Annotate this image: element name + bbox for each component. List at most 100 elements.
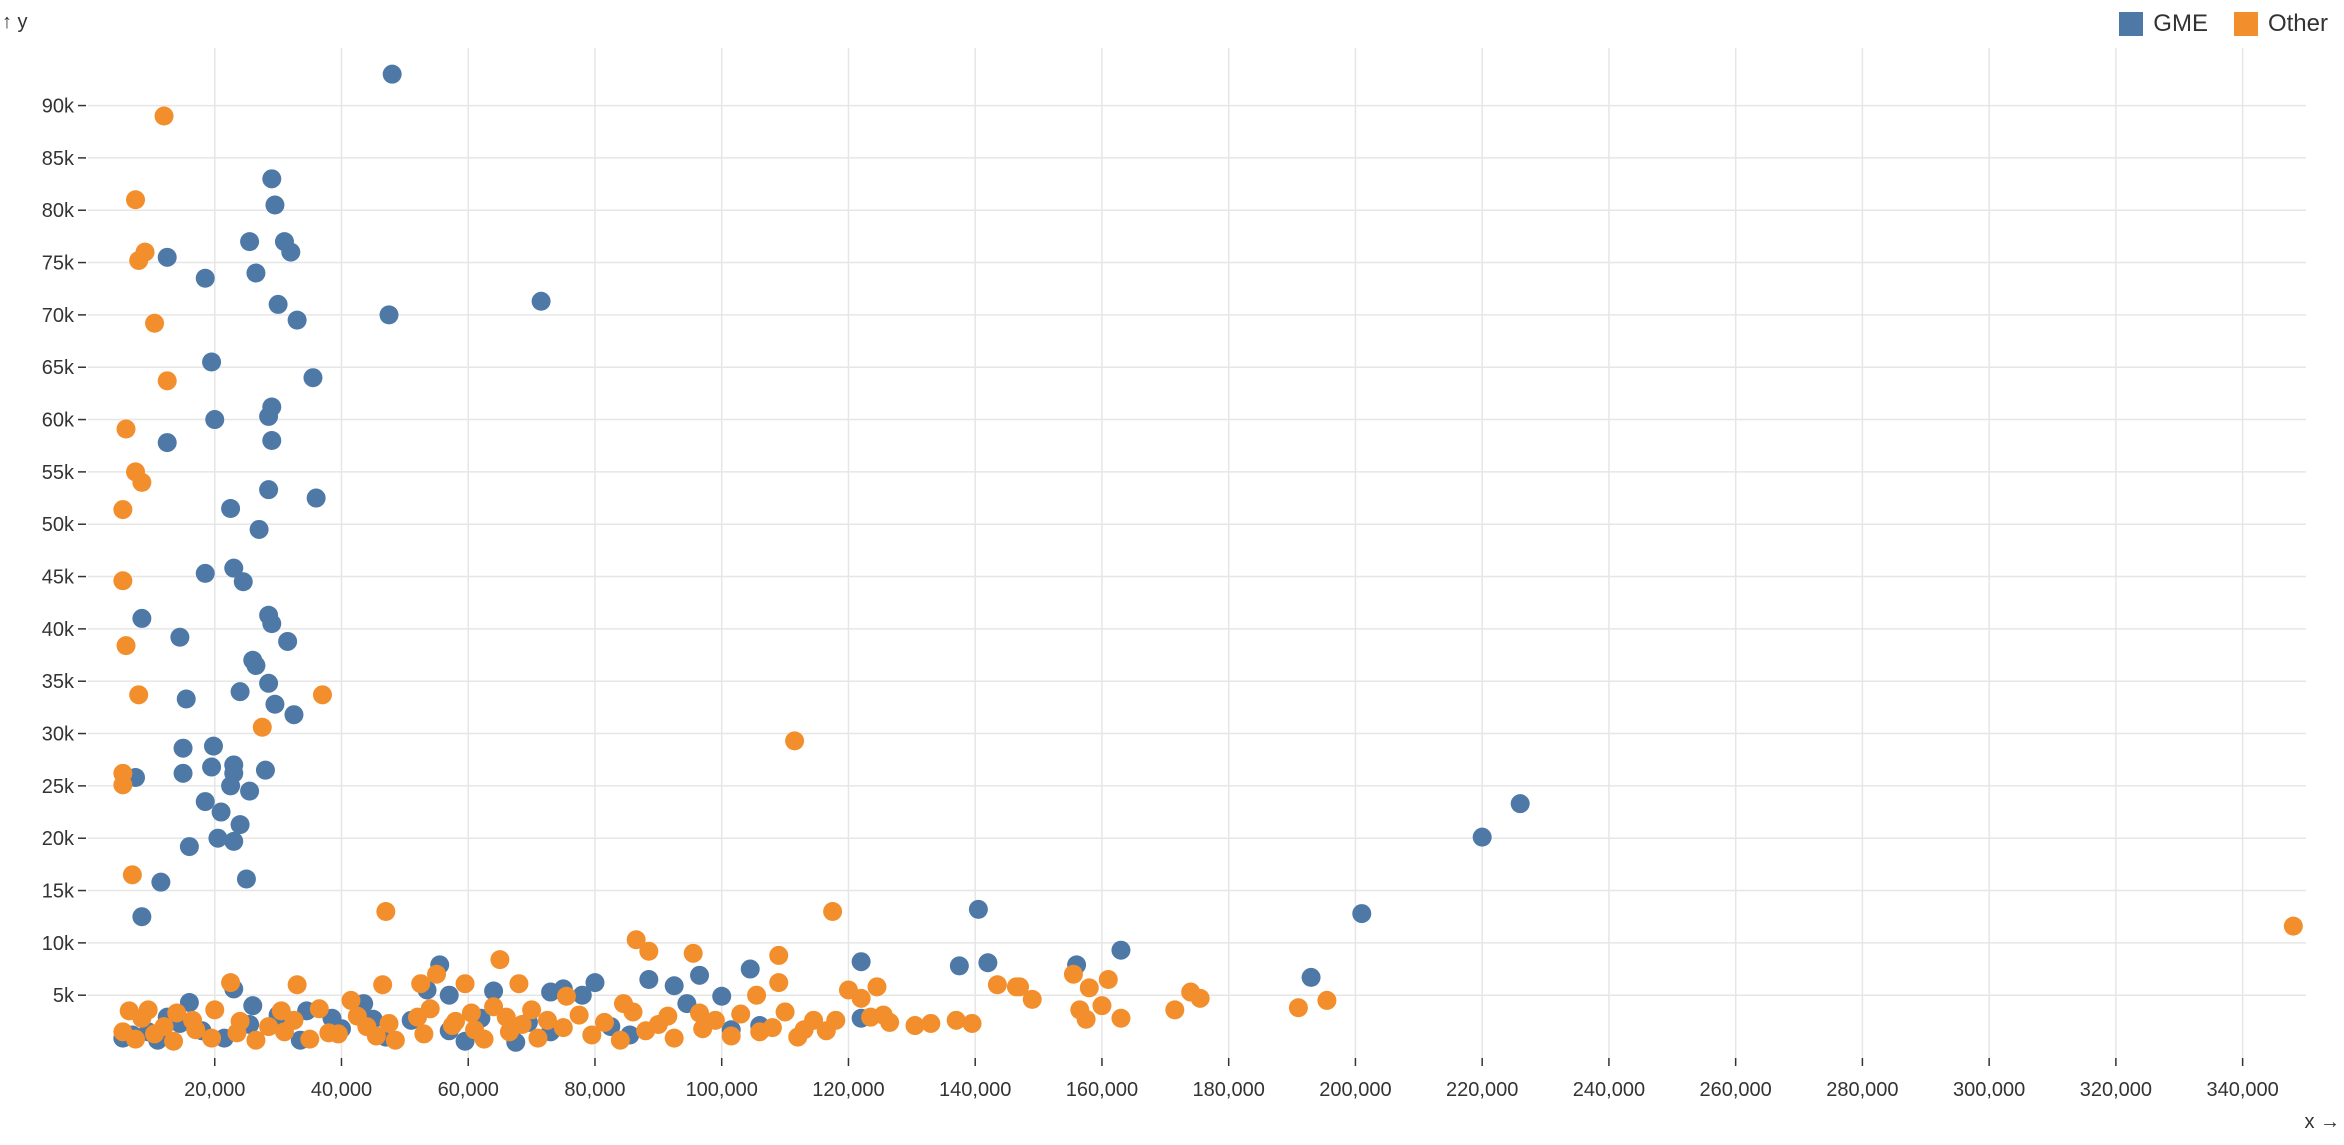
data-point-gme[interactable]	[531, 291, 551, 311]
data-point-gme[interactable]	[262, 169, 282, 189]
data-point-other[interactable]	[528, 1028, 548, 1048]
data-point-other[interactable]	[522, 1000, 542, 1020]
data-point-other[interactable]	[379, 1013, 399, 1033]
data-point-other[interactable]	[490, 950, 510, 970]
data-point-other[interactable]	[946, 1010, 966, 1030]
data-point-other[interactable]	[1165, 1000, 1185, 1020]
data-point-other[interactable]	[385, 1030, 405, 1050]
data-point-gme[interactable]	[259, 673, 279, 693]
data-point-other[interactable]	[221, 973, 241, 993]
data-point-gme[interactable]	[949, 956, 969, 976]
data-point-gme[interactable]	[1301, 967, 1321, 987]
data-point-gme[interactable]	[259, 406, 279, 426]
data-point-other[interactable]	[1111, 1008, 1131, 1028]
data-point-gme[interactable]	[978, 953, 998, 973]
data-point-other[interactable]	[1317, 990, 1337, 1010]
data-point-other[interactable]	[905, 1016, 925, 1036]
data-point-other[interactable]	[1079, 978, 1099, 998]
data-point-other[interactable]	[132, 1008, 152, 1028]
data-point-gme[interactable]	[243, 996, 263, 1016]
data-point-other[interactable]	[769, 945, 789, 965]
data-point-gme[interactable]	[179, 993, 199, 1013]
data-point-other[interactable]	[116, 636, 136, 656]
data-point-gme[interactable]	[157, 247, 177, 267]
data-point-gme[interactable]	[230, 682, 250, 702]
data-point-other[interactable]	[2283, 916, 2303, 936]
data-point-gme[interactable]	[240, 232, 260, 252]
data-point-gme[interactable]	[132, 608, 152, 628]
data-point-gme[interactable]	[132, 907, 152, 927]
data-point-other[interactable]	[1288, 998, 1308, 1018]
data-point-other[interactable]	[259, 1017, 279, 1037]
data-point-gme[interactable]	[284, 705, 304, 725]
data-point-other[interactable]	[816, 1021, 836, 1041]
data-point-other[interactable]	[693, 1019, 713, 1039]
data-point-gme[interactable]	[740, 959, 760, 979]
data-point-other[interactable]	[747, 985, 767, 1005]
data-point-other[interactable]	[287, 975, 307, 995]
data-point-other[interactable]	[154, 106, 174, 126]
data-point-other[interactable]	[154, 1017, 174, 1037]
data-point-gme[interactable]	[484, 981, 504, 1001]
data-point-other[interactable]	[366, 1026, 386, 1046]
data-point-gme[interactable]	[179, 837, 199, 857]
data-point-other[interactable]	[1063, 964, 1083, 984]
data-point-gme[interactable]	[221, 776, 241, 796]
data-point-other[interactable]	[145, 313, 165, 333]
data-point-other[interactable]	[164, 1031, 184, 1051]
data-point-other[interactable]	[823, 901, 843, 921]
data-point-gme[interactable]	[585, 973, 605, 993]
data-point-other[interactable]	[122, 865, 142, 885]
data-point-other[interactable]	[636, 1021, 656, 1041]
data-point-gme[interactable]	[246, 263, 266, 283]
data-point-other[interactable]	[623, 1002, 643, 1022]
data-point-other[interactable]	[113, 775, 133, 795]
data-point-other[interactable]	[804, 1010, 824, 1030]
data-point-other[interactable]	[484, 997, 504, 1017]
data-point-gme[interactable]	[195, 792, 215, 812]
data-point-other[interactable]	[116, 419, 136, 439]
data-point-other[interactable]	[183, 1010, 203, 1030]
data-point-gme[interactable]	[246, 656, 266, 676]
data-point-other[interactable]	[921, 1013, 941, 1033]
data-point-gme[interactable]	[1111, 940, 1131, 960]
data-point-gme[interactable]	[1510, 794, 1530, 814]
data-point-gme[interactable]	[202, 757, 222, 777]
data-point-gme[interactable]	[439, 985, 459, 1005]
data-point-gme[interactable]	[170, 627, 190, 647]
data-point-other[interactable]	[1190, 988, 1210, 1008]
data-point-other[interactable]	[205, 1000, 225, 1020]
data-point-other[interactable]	[284, 1010, 304, 1030]
data-point-other[interactable]	[167, 1003, 187, 1023]
data-point-gme[interactable]	[262, 614, 282, 634]
data-point-other[interactable]	[987, 975, 1007, 995]
data-point-other[interactable]	[851, 988, 871, 1008]
data-point-gme[interactable]	[236, 869, 256, 889]
data-point-gme[interactable]	[306, 488, 326, 508]
data-point-other[interactable]	[126, 1029, 146, 1049]
data-point-other[interactable]	[202, 1028, 222, 1048]
data-point-other[interactable]	[246, 1030, 266, 1050]
data-point-other[interactable]	[569, 1005, 589, 1025]
data-point-other[interactable]	[775, 1002, 795, 1022]
data-point-other[interactable]	[537, 1010, 557, 1030]
data-point-gme[interactable]	[664, 976, 684, 996]
data-point-gme[interactable]	[208, 828, 228, 848]
data-point-other[interactable]	[427, 964, 447, 984]
data-point-other[interactable]	[873, 1005, 893, 1025]
data-point-gme[interactable]	[173, 763, 193, 783]
data-point-other[interactable]	[1022, 989, 1042, 1009]
data-point-other[interactable]	[731, 1004, 751, 1024]
data-point-other[interactable]	[610, 1030, 630, 1050]
data-point-other[interactable]	[750, 1022, 770, 1042]
data-point-other[interactable]	[1006, 977, 1026, 997]
data-point-other[interactable]	[1092, 996, 1112, 1016]
data-point-gme[interactable]	[233, 572, 253, 592]
data-point-gme[interactable]	[230, 815, 250, 835]
data-point-gme[interactable]	[203, 736, 223, 756]
data-point-gme[interactable]	[1472, 827, 1492, 847]
data-point-other[interactable]	[252, 717, 272, 737]
data-point-other[interactable]	[455, 974, 475, 994]
data-point-other[interactable]	[465, 1020, 485, 1040]
data-point-gme[interactable]	[303, 368, 323, 388]
